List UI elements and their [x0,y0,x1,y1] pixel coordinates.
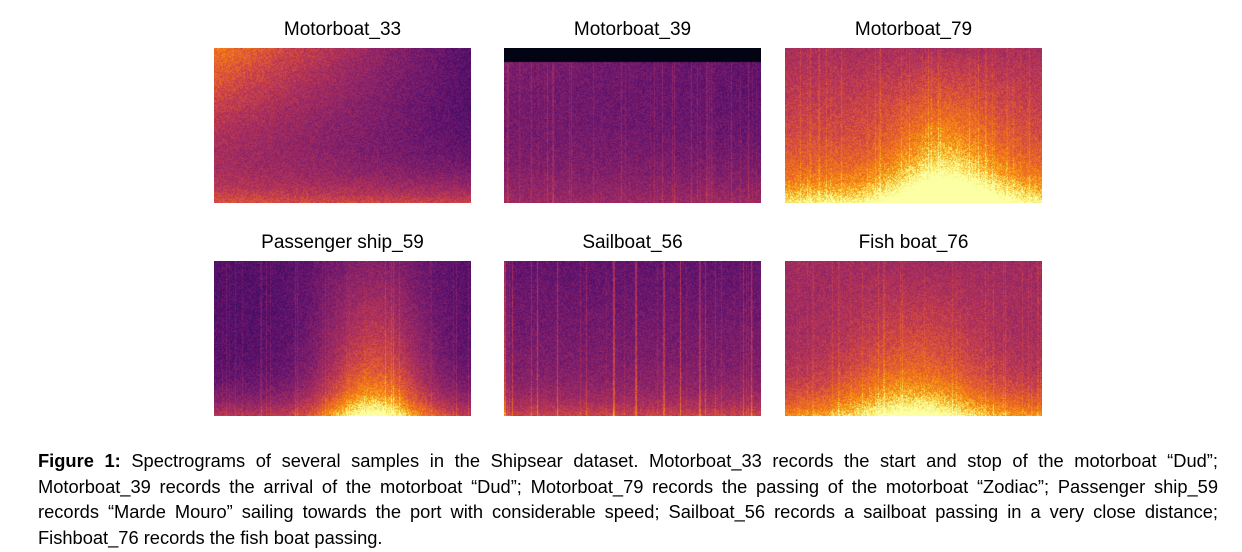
spectrogram-image [785,261,1042,416]
panel-title: Motorboat_79 [854,19,973,40]
panel-title: Sailboat_56 [582,232,683,253]
panel-title: Passenger ship_59 [261,232,424,253]
panel-title: Motorboat_33 [283,19,402,40]
panel-title: Motorboat_39 [573,19,692,40]
spectrogram-image [504,261,761,416]
figure-caption: Figure 1: Spectrograms of several sample… [38,448,1218,550]
spectrogram-image [785,48,1042,203]
caption-text: Spectrograms of several samples in the S… [38,450,1218,548]
caption-label: Figure 1: [38,450,121,472]
spectrogram-image [214,261,471,416]
panel-title: Fish boat_76 [858,232,969,253]
spectrogram-image [504,48,761,203]
spectrogram-image [214,48,471,203]
